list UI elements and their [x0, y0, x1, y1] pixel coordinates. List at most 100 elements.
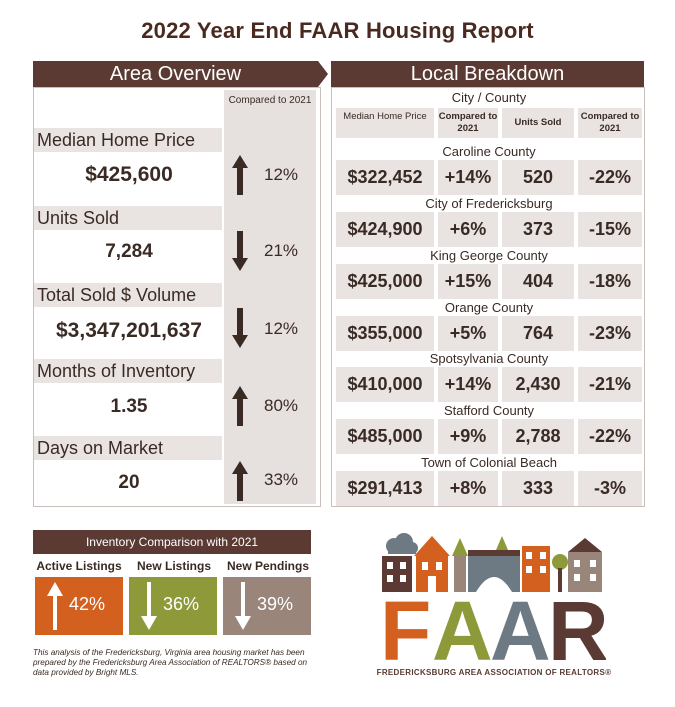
metric-change-days-on-market: 33%	[263, 470, 299, 489]
skyline-logo-icon	[382, 533, 602, 592]
county-units-change: -18%	[578, 264, 642, 299]
area-header-pointer	[318, 61, 328, 87]
county-median-price: $291,413	[336, 471, 434, 506]
county-row: $424,900 +6% 373 -15%	[336, 212, 642, 247]
arrow-down-icon	[141, 582, 157, 630]
county-median-price: $355,000	[336, 316, 434, 351]
county-row: $425,000 +15% 404 -18%	[336, 264, 642, 299]
metric-change-median-price: 12%	[263, 165, 299, 184]
county-price-change: +15%	[438, 264, 498, 299]
county-median-price: $424,900	[336, 212, 434, 247]
metric-label-median-price: Median Home Price	[34, 128, 222, 152]
metric-value-median-price: $425,600	[85, 163, 173, 186]
page-title: 2022 Year End FAAR Housing Report	[141, 18, 534, 43]
county-units-sold: 764	[502, 316, 574, 351]
inventory-value-active: 42%	[69, 594, 106, 614]
inventory-value-new: 36%	[163, 594, 200, 614]
arrow-up-icon	[232, 461, 248, 501]
metric-label-months-inventory: Months of Inventory	[34, 359, 222, 383]
column-header-bg	[438, 108, 498, 138]
metric-value-units-sold: 7,284	[105, 241, 153, 262]
county-row: $485,000 +9% 2,788 -22%	[336, 419, 642, 454]
column-header-units-sold: Units Sold	[514, 117, 562, 128]
county-price-change: +14%	[438, 367, 498, 402]
logo-letter-a: A	[490, 594, 551, 664]
column-header-bg	[502, 108, 574, 138]
county-units-sold: 2,430	[502, 367, 574, 402]
logo-letter-r: R	[548, 594, 606, 664]
logo-letter-a: A	[432, 594, 493, 664]
arrow-down-icon	[232, 231, 248, 271]
column-header-bg	[578, 108, 642, 138]
arrow-down-icon	[235, 582, 251, 630]
arrow-up-icon	[232, 386, 248, 426]
metric-label-units-sold: Units Sold	[34, 206, 222, 230]
compared-to-2021-label: Compared to 2021	[228, 95, 312, 106]
county-units-change: -15%	[578, 212, 642, 247]
county-median-price: $485,000	[336, 419, 434, 454]
county-units-sold: 373	[502, 212, 574, 247]
metric-change-units-sold: 21%	[263, 241, 299, 260]
county-row: $291,413 +8% 333 -3%	[336, 471, 642, 506]
local-breakdown-panel: City / County Median Home Price Compared…	[331, 87, 645, 507]
area-overview-panel: Compared to 2021 Median Home Price $425,…	[33, 87, 321, 507]
inventory-label-active: Active Listings	[36, 559, 122, 573]
county-price-change: +6%	[438, 212, 498, 247]
county-row: $410,000 +14% 2,430 -21%	[336, 367, 642, 402]
county-units-sold: 2,788	[502, 419, 574, 454]
county-units-sold: 404	[502, 264, 574, 299]
county-name: Town of Colonial Beach	[421, 455, 557, 470]
county-units-sold: 333	[502, 471, 574, 506]
metric-value-total-volume: $3,347,201,637	[56, 319, 202, 342]
metric-label-total-volume: Total Sold $ Volume	[34, 283, 222, 307]
metric-label-days-on-market: Days on Market	[34, 436, 222, 460]
county-median-price: $425,000	[336, 264, 434, 299]
logo-tagline: FREDERICKSBURG AREA ASSOCIATION OF REALT…	[376, 668, 612, 677]
arrow-up-icon	[232, 155, 248, 195]
faar-logo-text: F A A R	[380, 594, 606, 664]
county-price-change: +9%	[438, 419, 498, 454]
county-name: King George County	[430, 248, 548, 263]
county-row: $322,452 +14% 520 -22%	[336, 160, 642, 195]
county-median-price: $410,000	[336, 367, 434, 402]
county-name: Caroline County	[442, 144, 536, 159]
metric-change-months-inventory: 80%	[263, 396, 299, 415]
county-units-change: -23%	[578, 316, 642, 351]
county-name: City of Fredericksburg	[425, 196, 553, 211]
metric-change-total-volume: 12%	[263, 319, 299, 338]
county-price-change: +5%	[438, 316, 498, 351]
county-units-change: -21%	[578, 367, 642, 402]
county-name: Spotsylvania County	[429, 351, 549, 366]
county-median-price: $322,452	[336, 160, 434, 195]
comparison-column	[224, 90, 316, 504]
column-header-price-change: Compared to 2021	[438, 111, 498, 134]
county-units-change: -22%	[578, 160, 642, 195]
inventory-comparison-header: Inventory Comparison with 2021	[33, 530, 311, 554]
county-name: Orange County	[444, 300, 534, 315]
column-header-median-price: Median Home Price	[343, 111, 427, 122]
column-header-bg	[336, 108, 434, 138]
county-price-change: +8%	[438, 471, 498, 506]
county-row: $355,000 +5% 764 -23%	[336, 316, 642, 351]
arrow-down-icon	[232, 308, 248, 348]
county-units-sold: 520	[502, 160, 574, 195]
area-overview-header: Area Overview	[33, 61, 318, 87]
inventory-box-pendings: 39%	[223, 577, 311, 635]
county-units-change: -3%	[578, 471, 642, 506]
local-breakdown-header: Local Breakdown	[331, 61, 644, 87]
metric-value-months-inventory: 1.35	[110, 396, 148, 417]
footnote: This analysis of the Fredericksburg, Vir…	[33, 648, 308, 678]
county-units-change: -22%	[578, 419, 642, 454]
arrow-up-icon	[47, 582, 63, 630]
inventory-value-pendings: 39%	[257, 594, 294, 614]
inventory-box-new: 36%	[129, 577, 217, 635]
county-price-change: +14%	[438, 160, 498, 195]
logo-letter-f: F	[380, 594, 431, 664]
inventory-label-new: New Listings	[136, 559, 211, 573]
county-name: Stafford County	[443, 403, 535, 418]
city-county-subheader: City / County	[451, 90, 527, 105]
inventory-label-pendings: New Pendings	[226, 559, 309, 573]
metric-value-days-on-market: 20	[118, 472, 140, 493]
inventory-box-active: 42%	[35, 577, 123, 635]
column-header-units-change: Compared to 2021	[580, 111, 640, 134]
